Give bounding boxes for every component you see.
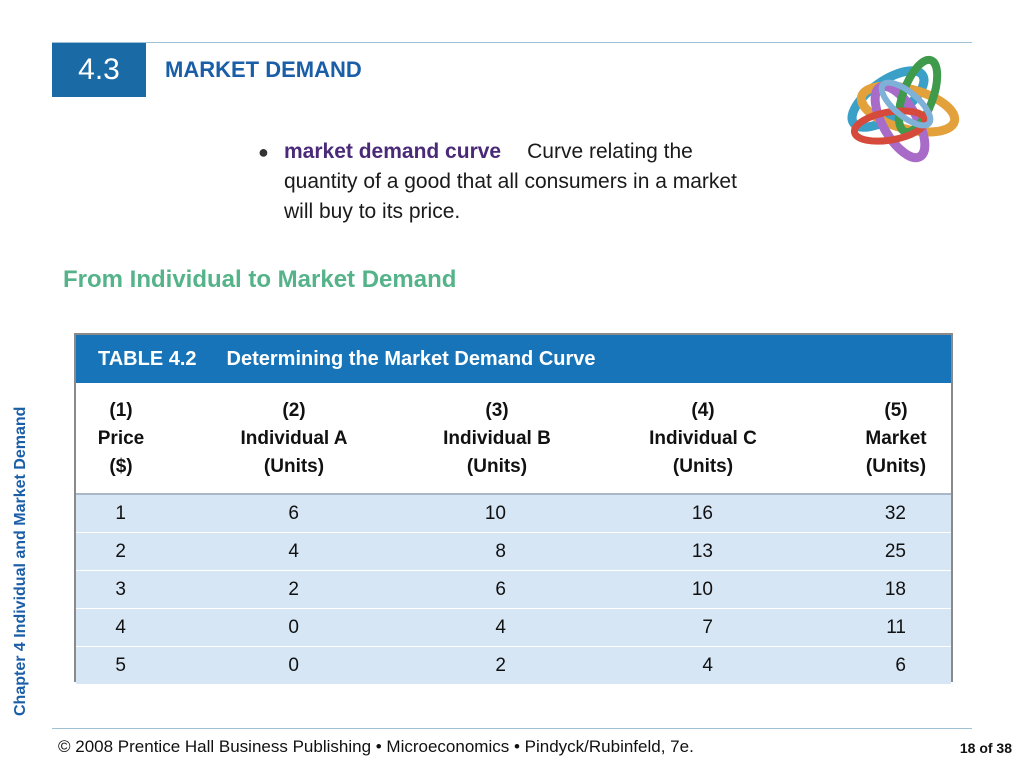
table-cell: 8 [495,541,506,562]
footer-divider [52,728,972,729]
table-cell: 4 [495,617,506,638]
table-caption: TABLE 4.2 Determining the Market Demand C… [76,335,951,383]
table-title: Determining the Market Demand Curve [226,348,596,370]
table-cell: 1 [115,503,126,524]
section-number-badge: 4.3 [52,43,146,97]
bullet-icon: ● [258,142,269,162]
definition-body: market demand curve Curve relating the qu… [284,137,758,227]
table-cell: 6 [895,655,906,676]
footer-copyright: © 2008 Prentice Hall Business Publishing… [58,737,694,756]
table-cell: 2 [495,655,506,676]
table-cell: 4 [702,655,713,676]
table-cell: 6 [495,579,506,600]
column-header: (3) Individual B (Units) [443,400,551,477]
table-cell: 0 [288,655,299,676]
rings-logo-icon [847,55,960,163]
slide-title: MARKET DEMAND [165,57,362,82]
table-cell: 10 [691,579,713,600]
table-cell: 7 [702,617,713,638]
table-row: 1 6 10 16 32 [76,495,951,533]
table-cell: 3 [115,579,126,600]
subheading: From Individual to Market Demand [63,266,457,293]
table-cell: 32 [884,503,906,524]
table-row: 5 0 2 4 6 [76,647,951,684]
table-body: 1 6 10 16 32 2 4 8 13 25 3 2 6 10 18 4 0… [76,493,951,684]
table-row: 2 4 8 13 25 [76,533,951,571]
table-cell: 4 [115,617,126,638]
chapter-side-label: Chapter 4 Individual and Market Demand [12,406,29,716]
table-cell: 2 [115,541,126,562]
table-cell: 11 [886,617,906,638]
table-cell: 4 [288,541,299,562]
table-cell: 5 [115,655,126,676]
definition-term: market demand curve [284,140,502,163]
table-cell: 2 [288,579,299,600]
top-divider [52,42,972,43]
definition-text: Curve relating the quantity of a good th… [284,140,737,223]
table-cell: 10 [484,503,506,524]
table-row: 3 2 6 10 18 [76,571,951,609]
table-cell: 18 [884,579,906,600]
table-cell: 6 [288,503,299,524]
column-header: (5) Market (Units) [865,400,927,477]
table-row: 4 0 4 7 11 [76,609,951,647]
table-number: TABLE 4.2 [98,348,197,370]
definition-bullet: ● market demand curve Curve relating the … [258,137,758,227]
column-header: (2) Individual A (Units) [240,400,348,477]
page-number: 18 of 38 [959,740,1012,756]
table-cell: 25 [884,541,906,562]
table-header: (1) Price ($) (2) Individual A (Units) (… [76,383,951,485]
column-header: (1) Price ($) [97,400,145,477]
table-cell: 16 [691,503,713,524]
table-cell: 13 [691,541,713,562]
table-cell: 0 [288,617,299,638]
data-table: TABLE 4.2 Determining the Market Demand C… [74,333,953,684]
column-header: (4) Individual C (Units) [649,400,757,477]
